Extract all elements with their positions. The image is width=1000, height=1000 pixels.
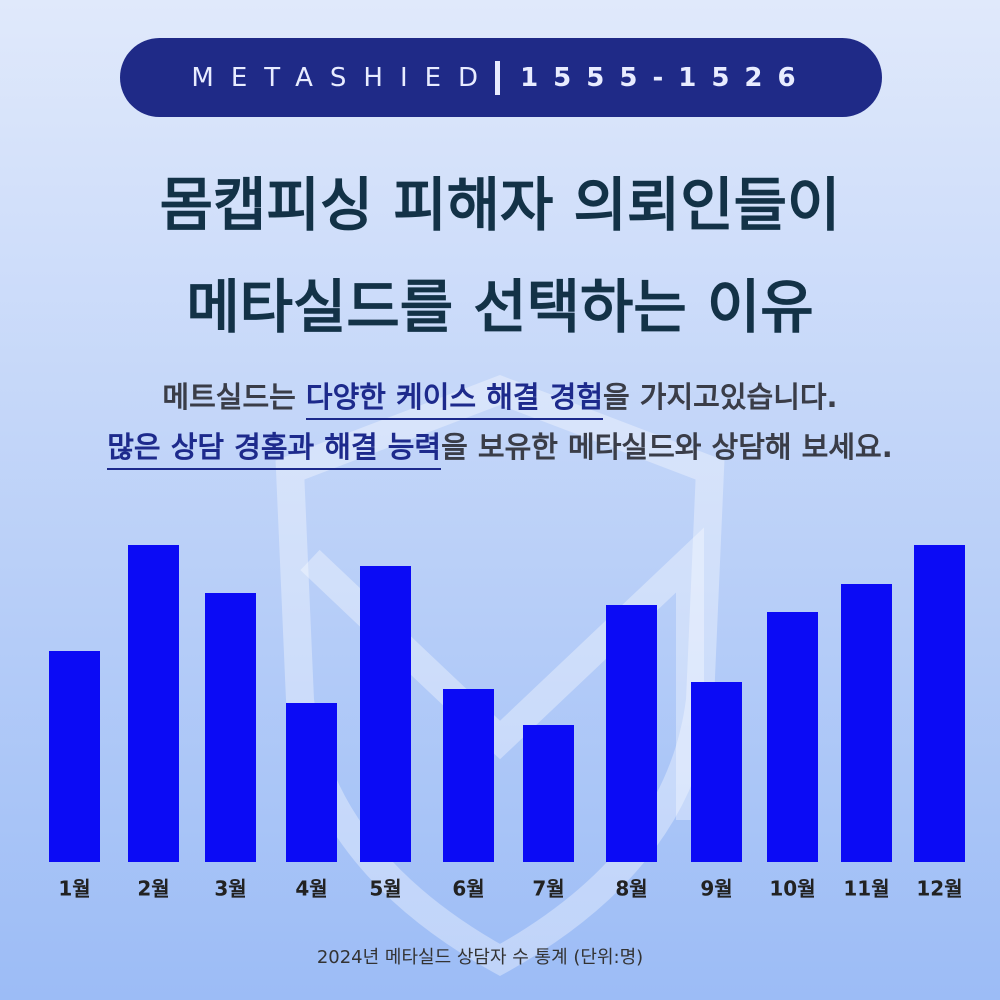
- x-tick-label: 4월: [295, 877, 327, 901]
- x-tick-label: 5월: [369, 877, 401, 901]
- bar: [691, 682, 742, 862]
- x-tick-label: 6월: [452, 877, 484, 901]
- bar: [841, 584, 892, 862]
- phone: 1555-1526: [520, 62, 811, 93]
- x-tick-label: 2월: [137, 877, 169, 901]
- bar: [205, 593, 256, 862]
- brand: METASHIED: [191, 62, 496, 93]
- x-tick-label: 3월: [214, 877, 246, 901]
- bar: [606, 605, 657, 862]
- x-tick-label: 11월: [843, 877, 889, 901]
- bar: [286, 703, 337, 862]
- subtitle-emphasis: 다양한 케이스 해결 경험: [305, 380, 604, 420]
- subtitle-text: 을 가지고있습니다.: [603, 380, 838, 414]
- x-tick-label: 10월: [769, 877, 815, 901]
- separator: [495, 60, 501, 95]
- x-tick-label: 1월: [58, 877, 90, 901]
- x-tick-label: 9월: [700, 877, 732, 901]
- bar: [523, 725, 574, 862]
- header-pill: METASHIED 1555-1526: [120, 38, 882, 117]
- x-tick-label: 12월: [916, 877, 962, 901]
- subtitle-emphasis: 많은 상담 경홈과 해결 능력: [107, 430, 442, 470]
- bar: [128, 545, 179, 862]
- x-tick-label: 7월: [532, 877, 564, 901]
- subtitle-text: 메트실드는: [162, 380, 306, 414]
- bar: [360, 566, 411, 862]
- bar: [914, 545, 965, 862]
- subtitle-line: 많은 상담 경홈과 해결 능력을 보유한 메타실드와 상담해 보세요.: [0, 424, 1000, 470]
- bar: [49, 651, 100, 862]
- subtitle-line: 메트실드는 다양한 케이스 해결 경험을 가지고있습니다.: [0, 374, 1000, 420]
- headline: 메타실드를 선택하는 이유: [186, 273, 814, 341]
- x-tick-label: 8월: [615, 877, 647, 901]
- bar: [767, 612, 818, 862]
- subtitle-text: 을 보유한 메타실드와 상담해 보세요.: [441, 430, 893, 464]
- caption: 2024년 메타실드 상담자 수 통계 (단위:명): [317, 947, 643, 968]
- bar: [443, 689, 494, 862]
- headline: 몸캡피싱 피해자 의뢰인들이: [159, 171, 841, 239]
